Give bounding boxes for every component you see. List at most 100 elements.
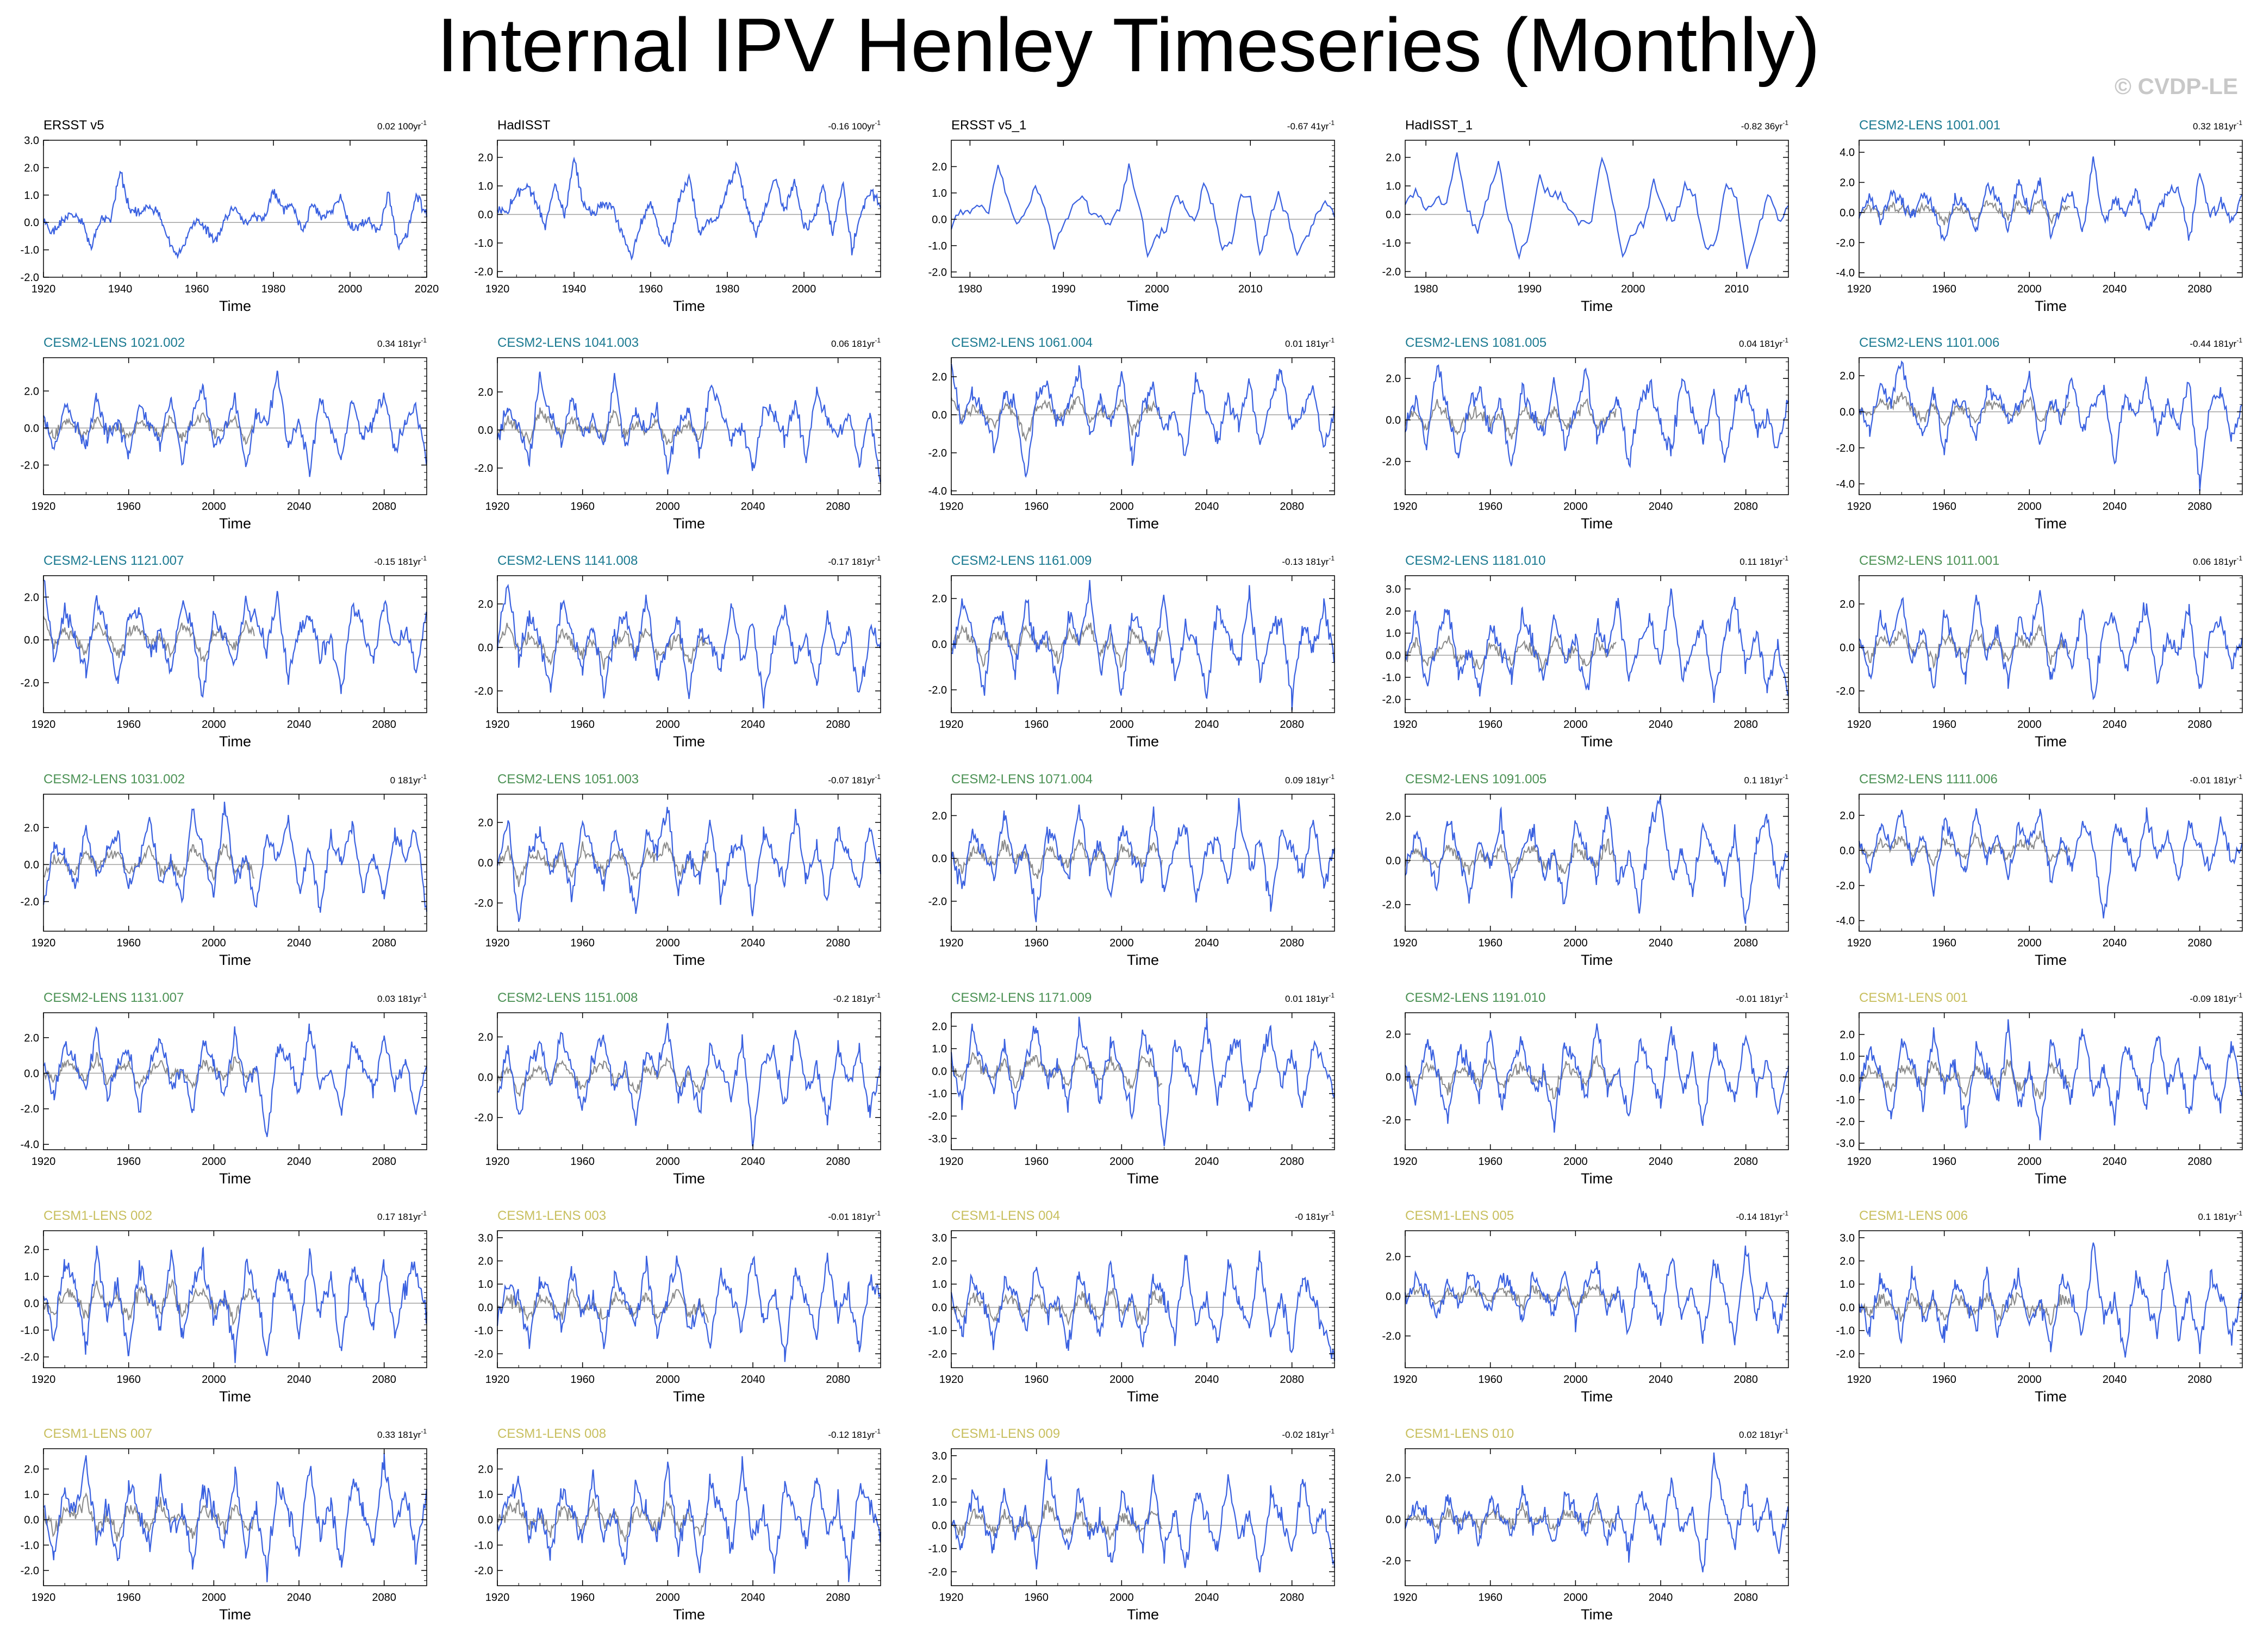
x-tick-label: 2080 — [1280, 501, 1304, 513]
x-tick-label: 1920 — [1393, 501, 1418, 513]
x-tick-label: 1960 — [570, 719, 595, 731]
y-tick-label: 2.0 — [1386, 1472, 1401, 1484]
x-tick-label: 1920 — [1847, 1374, 1872, 1386]
panel: CESM2-LENS 1121.007 -0.15 181yr-1 1920 1960… — [21, 553, 428, 750]
x-tick-label: 1920 — [485, 1374, 510, 1386]
x-tick-label: 2000 — [202, 1156, 226, 1168]
y-tick-label: 1.0 — [1386, 180, 1401, 192]
x-tick-label: 1920 — [1393, 719, 1418, 731]
y-tick-label: 1.0 — [478, 180, 493, 192]
series-line — [950, 163, 1336, 258]
panel-title: CESM2-LENS 1011.001 — [1859, 553, 1999, 568]
x-tick-label: 2000 — [1109, 501, 1134, 513]
x-tick-label: 1960 — [1932, 1156, 1956, 1168]
y-tick-label: -2.0 — [928, 266, 947, 278]
x-tick-label: 1920 — [1393, 1156, 1418, 1168]
x-tick-label: 2000 — [2017, 283, 2042, 295]
trend-label: -0.67 41yr-1 — [1287, 119, 1335, 132]
y-tick-label: -4.0 — [1836, 478, 1855, 490]
y-tick-label: 2.0 — [24, 1463, 39, 1475]
x-tick-label: 2080 — [826, 501, 850, 513]
trend-label: -0.13 181yr-1 — [1282, 554, 1335, 567]
x-tick-label: 2040 — [2103, 283, 2127, 295]
x-tick-label: 2040 — [1195, 501, 1219, 513]
ensemble-mean-line — [1859, 831, 2071, 867]
y-tick-label: -1.0 — [928, 1543, 947, 1555]
y-tick-label: -2.0 — [928, 447, 947, 459]
y-tick-label: 0.0 — [932, 639, 947, 651]
y-tick-label: 2.0 — [478, 1256, 493, 1268]
panel-title: CESM2-LENS 1131.007 — [43, 990, 184, 1005]
series-line — [496, 371, 882, 483]
y-tick-label: 1.0 — [932, 188, 947, 200]
y-tick-label: 3.0 — [478, 1232, 493, 1244]
y-tick-label: -2.0 — [1382, 456, 1401, 468]
ensemble-mean-line — [1859, 624, 2071, 669]
x-tick-label: 1920 — [32, 719, 56, 731]
x-tick-label: 2000 — [656, 501, 680, 513]
x-tick-label: 2040 — [1649, 501, 1673, 513]
y-tick-label: 0.0 — [1386, 209, 1401, 221]
series-line — [1858, 807, 2243, 919]
y-tick-label: 1.0 — [478, 1279, 493, 1291]
y-tick-label: 1.0 — [24, 190, 39, 202]
y-tick-label: -1.0 — [1382, 672, 1401, 684]
x-tick-label: 1960 — [1024, 1156, 1049, 1168]
y-tick-label: 0.0 — [478, 1514, 493, 1526]
panel-title: CESM2-LENS 1041.003 — [497, 335, 639, 350]
trend-label: 0.17 181yr-1 — [377, 1210, 427, 1222]
y-tick-label: -4.0 — [1836, 267, 1855, 279]
trend-label: -0.02 181yr-1 — [1282, 1427, 1335, 1440]
x-axis-label: Time — [1581, 952, 1613, 968]
x-tick-label: 1920 — [32, 1592, 56, 1604]
x-tick-label: 2080 — [826, 937, 850, 949]
ensemble-mean-line — [497, 622, 709, 670]
x-tick-label: 2040 — [2103, 1374, 2127, 1386]
y-tick-label: 2.0 — [1840, 1029, 1855, 1041]
x-tick-label: 1960 — [1024, 501, 1049, 513]
panel-title: CESM1-LENS 010 — [1405, 1426, 1514, 1441]
x-tick-label: 2000 — [2017, 937, 2042, 949]
x-tick-label: 1960 — [185, 283, 209, 295]
y-tick-label: -2.0 — [928, 896, 947, 908]
series-line — [1405, 588, 1789, 703]
panel: CESM2-LENS 1001.001 0.32 181yr-1 1920 1960 2… — [1836, 118, 2243, 314]
series-line — [951, 579, 1336, 711]
x-axis-label: Time — [2035, 733, 2067, 750]
y-tick-label: 2.0 — [478, 599, 493, 610]
panel-title: CESM2-LENS 1111.006 — [1859, 772, 1998, 787]
y-tick-label: 0.0 — [1386, 1514, 1401, 1526]
x-tick-label: 2000 — [656, 1374, 680, 1386]
y-tick-label: 2.0 — [1840, 599, 1855, 610]
figure-title: Internal IPV Henley Timeseries (Monthly) — [437, 2, 1820, 88]
panel: CESM2-LENS 1151.008 -0.2 181yr-1 1920 1960 2… — [475, 990, 882, 1187]
x-tick-label: 2000 — [792, 283, 816, 295]
series-line — [1404, 152, 1789, 269]
plot-frame — [1405, 575, 1789, 713]
series-line — [1858, 1242, 2243, 1358]
x-axis-label: Time — [219, 733, 251, 750]
y-tick-label: 0.0 — [932, 409, 947, 421]
panel: CESM2-LENS 1081.005 0.04 181yr-1 1920 1960 2… — [1382, 335, 1790, 532]
y-tick-label: 1.0 — [24, 1489, 39, 1501]
trend-label: -0.09 181yr-1 — [2190, 992, 2242, 1004]
y-tick-label: 0.0 — [24, 634, 39, 646]
trend-label: 0.09 181yr-1 — [1285, 773, 1335, 786]
x-tick-label: 2040 — [1195, 1374, 1219, 1386]
y-tick-label: 1.0 — [932, 1279, 947, 1291]
panel: CESM1-LENS 003 -0.01 181yr-1 1920 1960 2000 2… — [475, 1208, 882, 1405]
ensemble-mean-line — [497, 1056, 709, 1097]
series-line — [1405, 796, 1790, 924]
panel-title: CESM1-LENS 009 — [951, 1426, 1060, 1441]
x-tick-label: 2040 — [1195, 719, 1219, 731]
trend-label: -0.17 181yr-1 — [828, 554, 881, 567]
trend-label: -0.16 100yr-1 — [828, 119, 881, 132]
x-tick-label: 2000 — [1109, 937, 1134, 949]
panel-title: CESM1-LENS 007 — [43, 1426, 152, 1441]
y-tick-label: 2.0 — [478, 1031, 493, 1043]
panel: CESM2-LENS 1101.006 -0.44 181yr-1 1920 1960… — [1836, 335, 2243, 532]
x-tick-label: 2000 — [202, 719, 226, 731]
trend-label: -0.15 181yr-1 — [374, 554, 427, 567]
y-tick-label: 3.0 — [932, 1232, 947, 1244]
x-tick-label: 1960 — [1478, 719, 1502, 731]
